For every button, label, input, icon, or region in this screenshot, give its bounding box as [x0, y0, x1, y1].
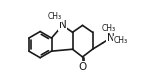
Text: CH₃: CH₃: [48, 12, 62, 21]
Text: O: O: [78, 62, 87, 72]
Text: N: N: [107, 33, 115, 43]
Text: CH₃: CH₃: [113, 36, 127, 45]
Text: CH₃: CH₃: [102, 24, 116, 33]
Text: N: N: [59, 20, 66, 30]
